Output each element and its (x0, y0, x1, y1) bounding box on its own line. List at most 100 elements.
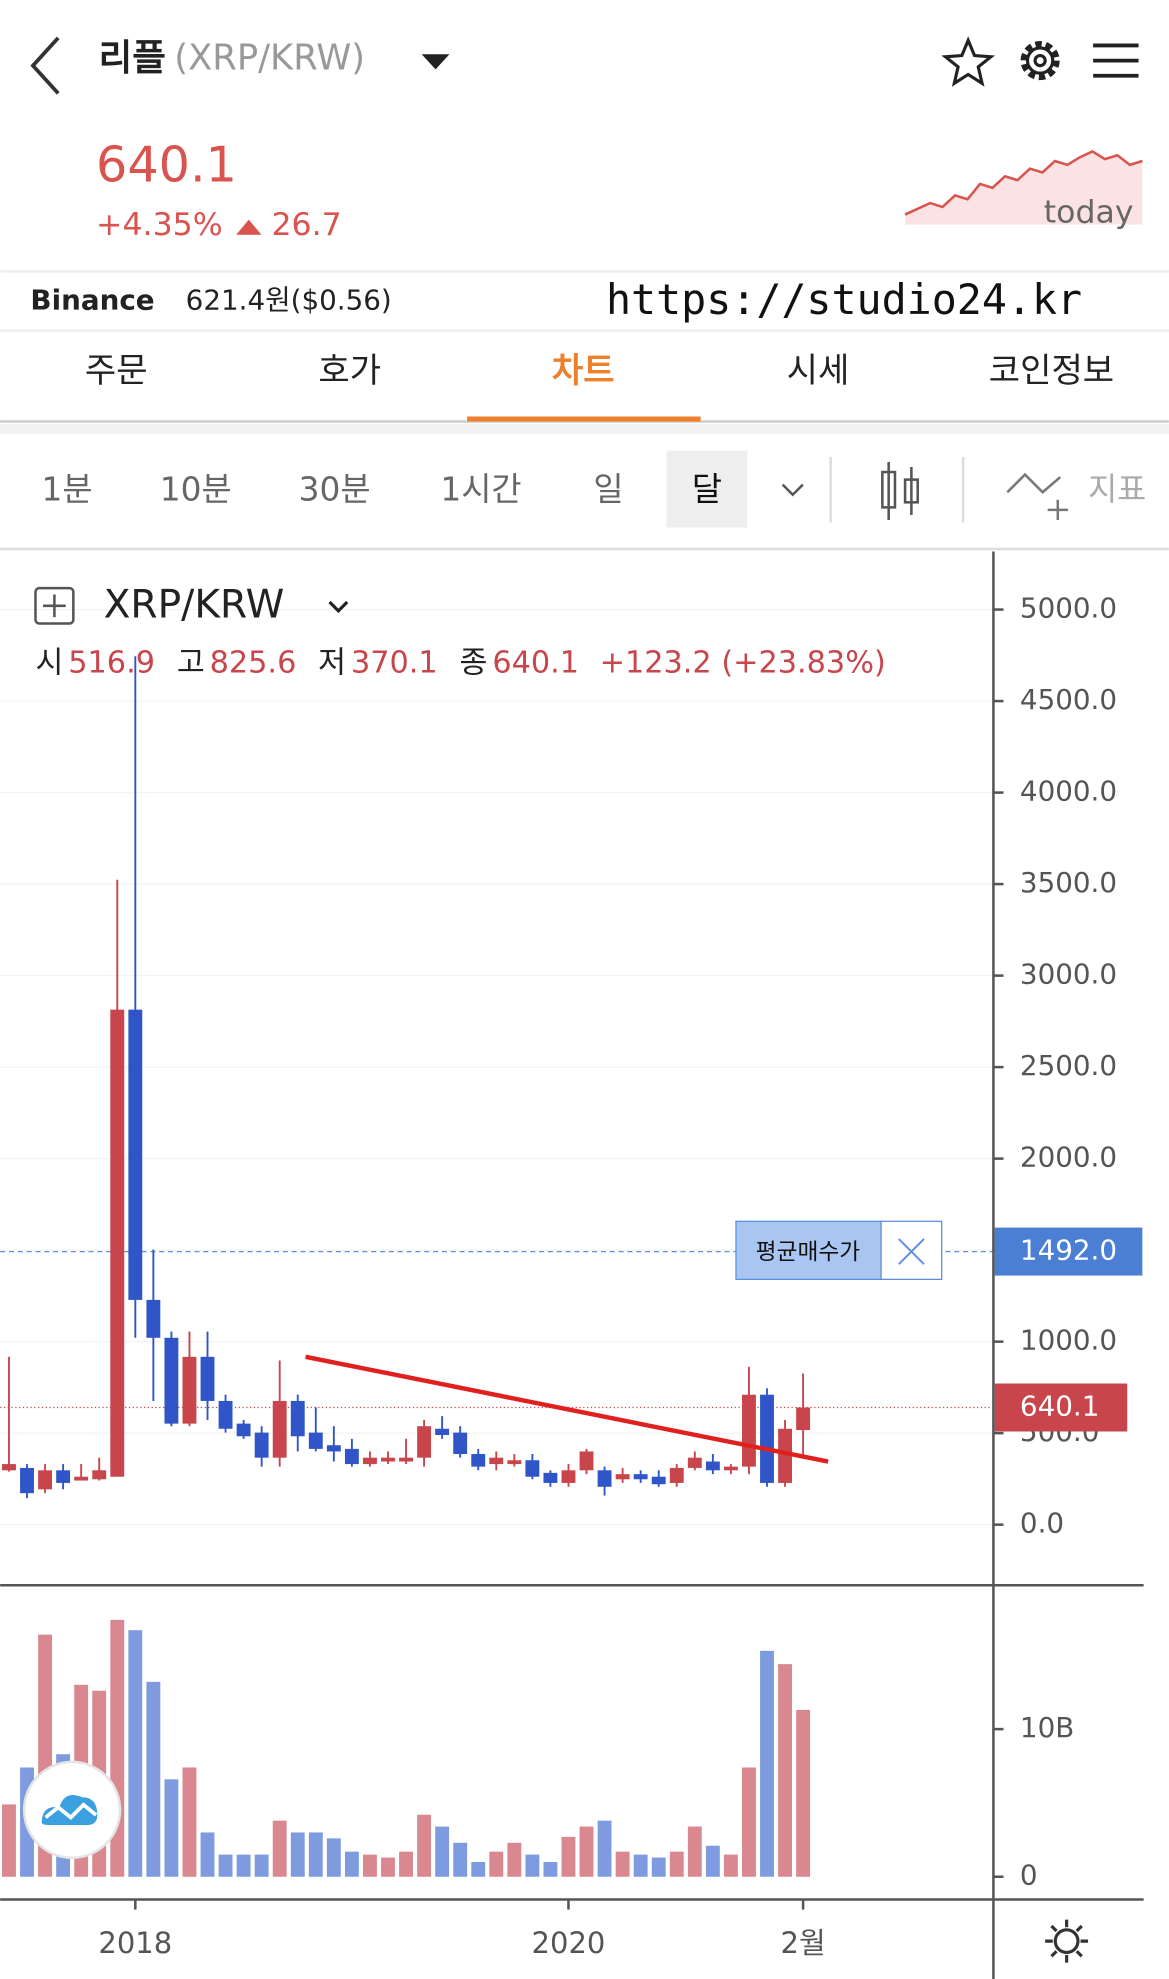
candle-body (705, 1461, 720, 1471)
interval[interactable]: 10분 (160, 470, 232, 508)
y-tick-label: 3000.0 (1020, 958, 1117, 991)
tab[interactable]: 차트 (552, 351, 615, 391)
last-price-label: 640.1 (1020, 1390, 1099, 1423)
indicator[interactable]: 지표 (1088, 472, 1146, 508)
candle-body (687, 1457, 702, 1468)
volume-bar (723, 1854, 738, 1877)
volume-bar (615, 1851, 630, 1877)
volume-bar (742, 1767, 756, 1877)
volume-bar (146, 1681, 161, 1877)
ohlc-value: 516.9 (68, 645, 155, 680)
volume-bar (236, 1854, 251, 1877)
app-logo[interactable] (22, 1760, 122, 1860)
volume-tick-label: 10B (1020, 1711, 1074, 1744)
symbol: XRP/KRW (104, 583, 285, 628)
chart-type-button[interactable] (881, 461, 919, 520)
tab[interactable]: 시세 (787, 351, 850, 391)
candle-body (778, 1428, 792, 1483)
volume-bar (362, 1854, 377, 1877)
volume-bar (796, 1709, 811, 1877)
menu[interactable] (1093, 43, 1139, 78)
candle-body (164, 1337, 179, 1424)
sparkline-area (905, 151, 1143, 225)
volume-bar (579, 1826, 594, 1877)
change: 26.7 (271, 207, 341, 243)
volume-bar (200, 1832, 215, 1877)
volume-bar (669, 1851, 684, 1877)
y-tick-label: 2500.0 (1020, 1049, 1117, 1082)
active-tab-underline (467, 416, 701, 422)
x-tick-label: 2018 (98, 1926, 172, 1960)
tab[interactable]: 주문 (85, 351, 148, 391)
candle-body (362, 1457, 377, 1465)
dropdown[interactable] (421, 54, 450, 70)
coin-name: 리플 (99, 36, 166, 79)
candle-body (146, 1299, 161, 1338)
tab[interactable]: 호가 (318, 351, 381, 391)
add-symbol[interactable] (34, 586, 75, 625)
interval[interactable]: 달 (692, 470, 722, 508)
y-tick-label: 4500.0 (1020, 683, 1117, 716)
candle-body (435, 1428, 450, 1435)
y-tick-label: 0.0 (1020, 1507, 1064, 1540)
candle-body (742, 1394, 756, 1467)
volume-bar (164, 1779, 179, 1877)
candle-body (796, 1407, 811, 1431)
ohlc-change: +123.2 (+23.83%) (600, 645, 886, 680)
y-tick-label: 3500.0 (1020, 866, 1117, 899)
more-intervals[interactable] (781, 483, 804, 497)
settings[interactable] (1020, 41, 1060, 81)
candle-body (760, 1394, 774, 1483)
change-pct: +4.35% (96, 207, 223, 243)
watermark: https://studio24.kr (606, 275, 1082, 324)
volume-bar (471, 1861, 486, 1877)
volume-bar (290, 1832, 305, 1877)
pair: (XRP/KRW) (174, 37, 365, 78)
interval[interactable]: 30분 (299, 470, 371, 508)
x-tick-label: 2월 (781, 1926, 826, 1960)
sparkline-line (904, 150, 1143, 216)
volume-bar (182, 1767, 197, 1877)
intervals: 1분 10분 30분 1시간 일 달 (42, 470, 723, 508)
volume-bar (597, 1820, 612, 1877)
candle-body (236, 1423, 251, 1437)
candle-body (218, 1400, 233, 1429)
candle-body (308, 1432, 323, 1449)
candle-body (723, 1466, 738, 1471)
candle-body (489, 1457, 504, 1465)
candle-body (128, 1009, 143, 1300)
interval[interactable]: 1시간 (440, 470, 521, 508)
interval[interactable]: 1분 (42, 470, 93, 508)
interval[interactable]: 일 (593, 470, 623, 508)
candle-body (290, 1400, 305, 1437)
candle-body (200, 1356, 215, 1401)
volume-bar (344, 1851, 359, 1877)
volume-bar (110, 1619, 125, 1877)
tab[interactable]: 코인정보 (989, 351, 1114, 391)
candle-body (38, 1470, 53, 1490)
volume-bar (417, 1814, 432, 1877)
ohlc-value: 825.6 (210, 645, 297, 680)
candle-body (92, 1470, 107, 1480)
candle-body (561, 1470, 576, 1483)
y-tick-label: 2000.0 (1020, 1141, 1117, 1174)
candle-body (615, 1474, 630, 1480)
symbol-dropdown[interactable] (328, 600, 349, 614)
y-tick-label: 1000.0 (1020, 1324, 1117, 1357)
volume-bar (308, 1832, 323, 1877)
ohlc-value: 640.1 (492, 645, 579, 680)
candle-body (344, 1448, 359, 1465)
candle-body (651, 1476, 666, 1485)
sparkline-label: today (1044, 194, 1134, 230)
favorite[interactable] (941, 36, 996, 87)
volume-bar (254, 1854, 269, 1877)
spacer (0, 424, 1169, 435)
candle-body (74, 1476, 89, 1481)
candle-body (507, 1460, 522, 1465)
sun-icon[interactable] (1045, 1919, 1089, 1963)
indicator-icon[interactable] (1006, 472, 1068, 520)
y-tick-label: 5000.0 (1020, 592, 1117, 625)
back-button[interactable] (30, 36, 60, 95)
volume-bar (326, 1838, 341, 1877)
